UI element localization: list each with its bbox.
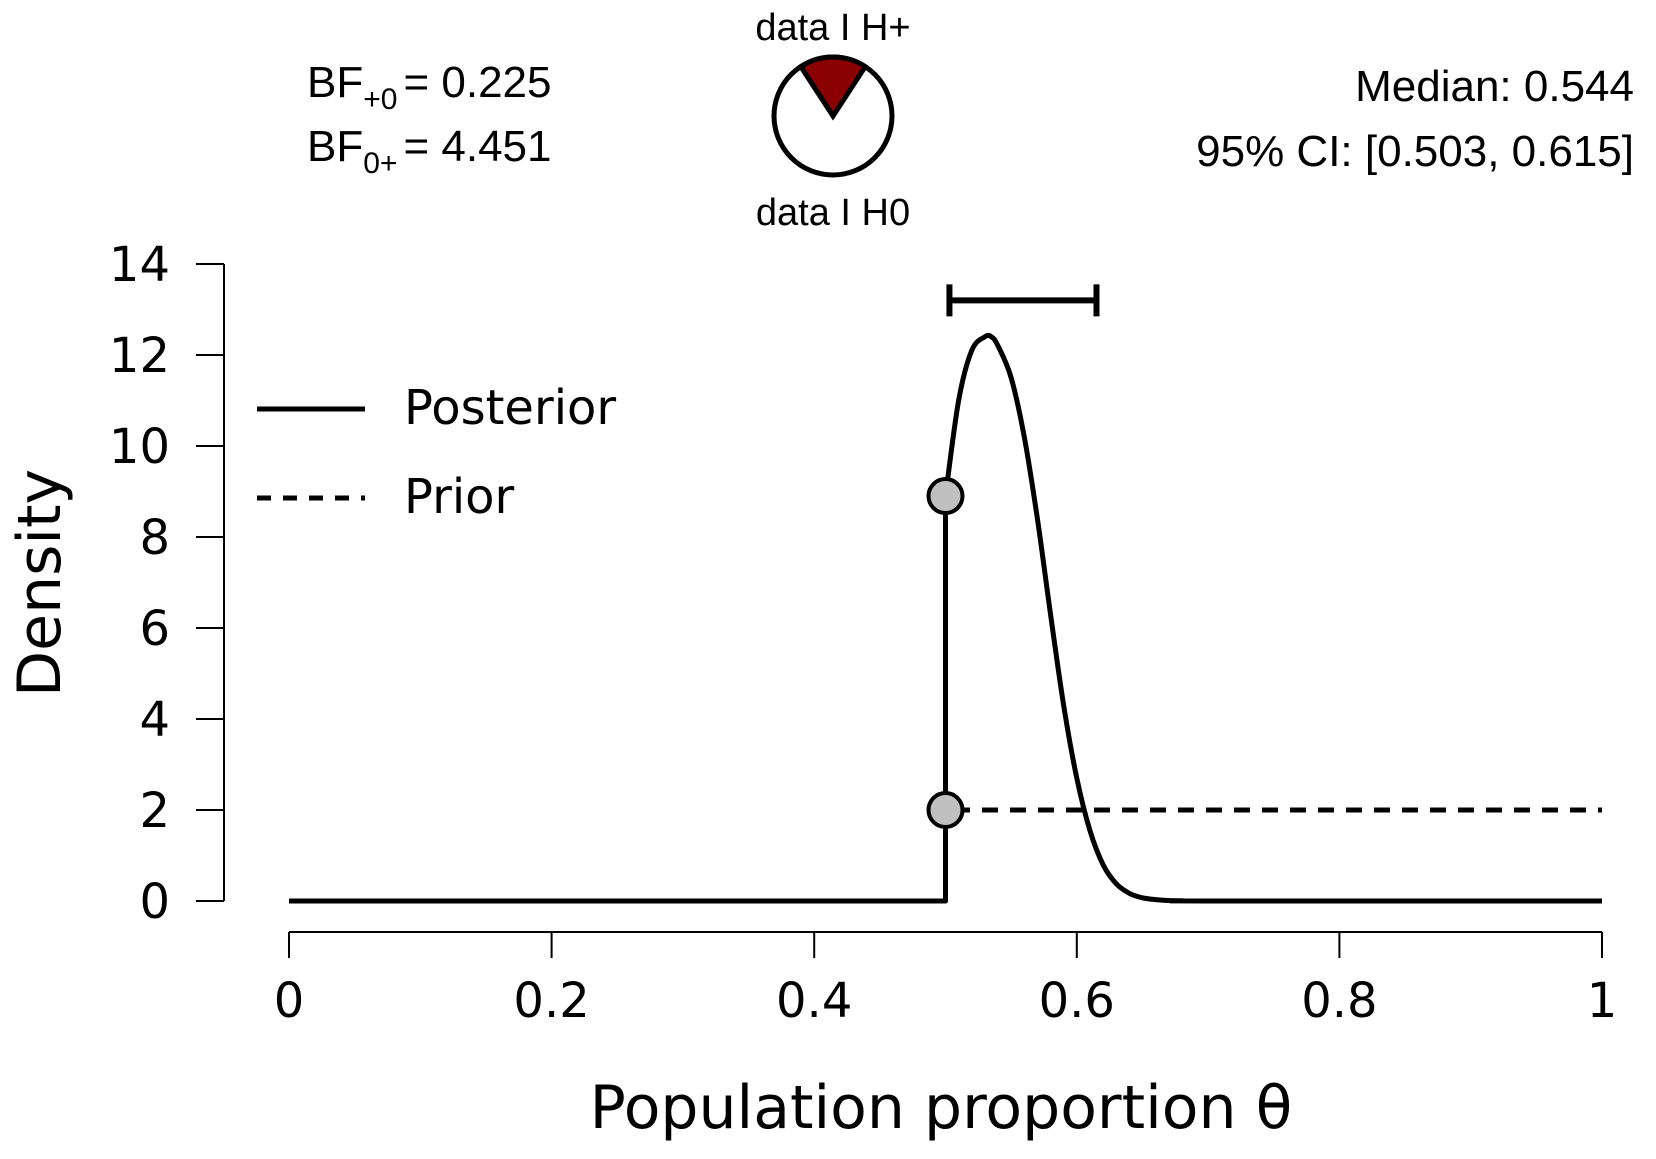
- series-prior-line: [289, 807, 1602, 904]
- density-point: [926, 791, 965, 829]
- ci-text: 95% CI: [0.503, 0.615]: [1196, 127, 1634, 176]
- y-tick-label: 8: [139, 510, 170, 566]
- pie-bottom-label: data I H0: [756, 192, 910, 234]
- y-tick-label: 10: [109, 419, 170, 475]
- y-tick-label: 0: [139, 874, 170, 930]
- median-text: Median: 0.544: [1355, 62, 1634, 111]
- credible-interval: [946, 284, 1100, 317]
- x-tick-label: 0.2: [513, 973, 589, 1029]
- bayes-factor-pie: [771, 54, 895, 178]
- points-layer: [926, 477, 965, 829]
- pie-top-label: data I H+: [755, 7, 910, 49]
- density-point: [926, 477, 965, 516]
- y-tick-label: 6: [139, 601, 170, 657]
- x-tick-label: 0: [274, 973, 305, 1029]
- y-tick-label: 2: [139, 783, 170, 839]
- x-axis: 0 0.2 0.4 0.6 0.8 1: [274, 931, 1618, 1029]
- series-layer: [289, 332, 1603, 904]
- bf-0plus-text: BF0+ = 4.451: [307, 122, 551, 180]
- x-tick-label: 0.6: [1039, 973, 1115, 1029]
- y-tick-label: 14: [109, 237, 170, 293]
- y-tick-label: 12: [109, 328, 170, 384]
- series-posterior-line: [289, 332, 1603, 904]
- x-tick-label: 1: [1587, 973, 1618, 1029]
- y-tick-label: 4: [139, 692, 170, 748]
- x-axis-label: Population proportion θ: [590, 1073, 1293, 1143]
- y-axis-label: Density: [5, 469, 75, 697]
- bf-plus0-text: BF+0 = 0.225: [307, 58, 551, 116]
- pie-h-plus-slice: [797, 54, 869, 121]
- y-axis: 0 2 4 6 8 10 12 14: [109, 237, 225, 930]
- legend-posterior-label: Posterior: [404, 380, 616, 436]
- x-tick-label: 0.8: [1301, 973, 1377, 1029]
- x-tick-label: 0.4: [776, 973, 852, 1029]
- legend: Posterior Prior: [257, 380, 616, 525]
- legend-prior-label: Prior: [404, 469, 515, 525]
